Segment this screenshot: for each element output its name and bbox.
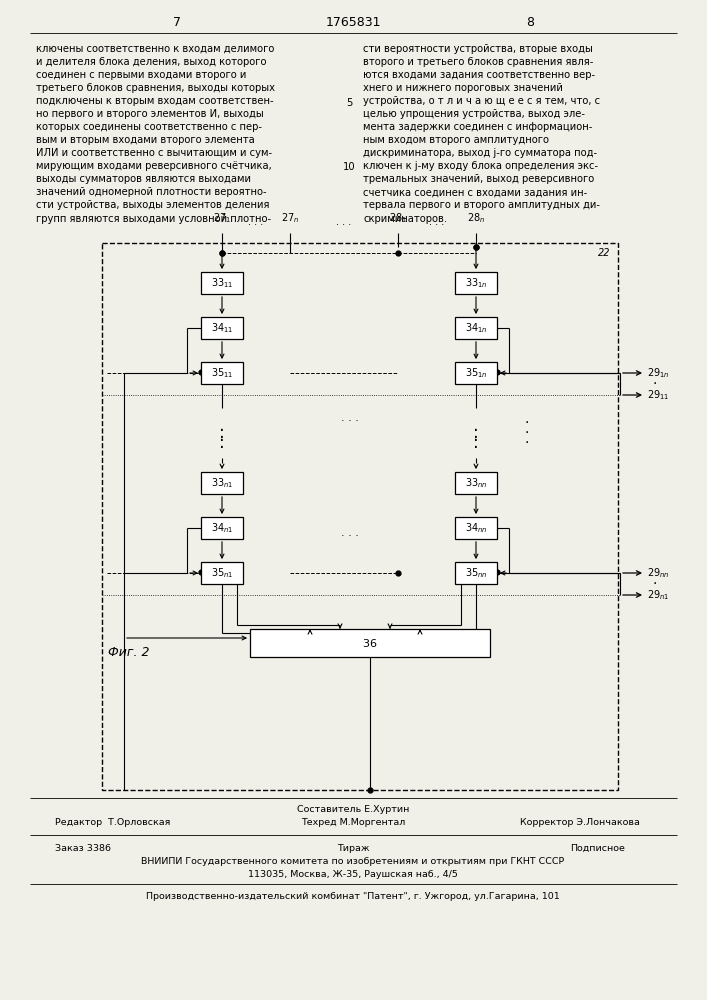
Text: :: : xyxy=(473,434,479,452)
Text: :: : xyxy=(219,434,225,452)
Text: . . .: . . . xyxy=(341,528,359,538)
Bar xyxy=(250,629,490,657)
Text: $34_{11}$: $34_{11}$ xyxy=(211,321,233,335)
Text: $36$: $36$ xyxy=(362,637,378,649)
Text: Производственно-издательский комбинат "Патент", г. Ужгород, ул.Гагарина, 101: Производственно-издательский комбинат "П… xyxy=(146,892,560,901)
Bar xyxy=(201,362,243,384)
Text: .: . xyxy=(525,422,529,436)
Bar xyxy=(455,362,497,384)
Text: Корректор Э.Лончакова: Корректор Э.Лончакова xyxy=(520,818,640,827)
Text: $29_{n1}$: $29_{n1}$ xyxy=(647,588,670,602)
Text: . . .: . . . xyxy=(341,413,359,423)
Text: сти вероятности устройства, вторые входы
второго и третьего блоков сравнения явл: сти вероятности устройства, вторые входы… xyxy=(363,44,600,224)
Bar xyxy=(455,472,497,494)
Text: :: : xyxy=(473,424,479,442)
Text: :: : xyxy=(219,424,225,442)
Text: $33_{n1}$: $33_{n1}$ xyxy=(211,476,233,490)
Text: $29_{11}$: $29_{11}$ xyxy=(647,388,670,402)
Text: 8: 8 xyxy=(526,15,534,28)
Text: . . .: . . . xyxy=(248,217,264,227)
Text: Фиг. 2: Фиг. 2 xyxy=(108,647,149,660)
Text: .: . xyxy=(525,412,529,426)
Text: Тираж: Тираж xyxy=(337,844,369,853)
Text: $34_{n1}$: $34_{n1}$ xyxy=(211,521,233,535)
Text: 5: 5 xyxy=(346,98,352,108)
Text: Техред М.Моргентал: Техред М.Моргентал xyxy=(300,818,405,827)
Bar xyxy=(201,562,243,584)
Text: . . .: . . . xyxy=(337,217,351,227)
Text: Заказ 3386: Заказ 3386 xyxy=(55,844,111,853)
Text: . . .: . . . xyxy=(429,217,445,227)
Bar xyxy=(201,317,243,339)
Text: .: . xyxy=(653,373,658,387)
Text: Подписное: Подписное xyxy=(570,844,625,853)
Text: .: . xyxy=(653,573,658,587)
Text: $35_{11}$: $35_{11}$ xyxy=(211,366,233,380)
Bar xyxy=(455,562,497,584)
Text: $29_{1n}$: $29_{1n}$ xyxy=(647,366,670,380)
Text: $33_{11}$: $33_{11}$ xyxy=(211,276,233,290)
Text: $28_n$: $28_n$ xyxy=(467,211,485,225)
Text: $27_n$: $27_n$ xyxy=(281,211,299,225)
Text: Составитель Е.Хуртин: Составитель Е.Хуртин xyxy=(297,805,409,814)
Text: 22: 22 xyxy=(597,248,610,258)
Text: $35_{n1}$: $35_{n1}$ xyxy=(211,566,233,580)
Text: $27_1$: $27_1$ xyxy=(213,211,231,225)
Bar xyxy=(201,272,243,294)
Bar xyxy=(455,317,497,339)
Bar xyxy=(201,472,243,494)
Text: $35_{nn}$: $35_{nn}$ xyxy=(464,566,487,580)
Bar xyxy=(455,517,497,539)
Text: 1765831: 1765831 xyxy=(325,15,381,28)
Text: $33_{nn}$: $33_{nn}$ xyxy=(464,476,487,490)
Text: $33_{1n}$: $33_{1n}$ xyxy=(464,276,487,290)
Text: Редактор  Т.Орловская: Редактор Т.Орловская xyxy=(55,818,170,827)
Bar xyxy=(455,272,497,294)
Text: .: . xyxy=(525,432,529,446)
Text: $35_{1n}$: $35_{1n}$ xyxy=(464,366,487,380)
Bar xyxy=(102,243,618,790)
Text: 10: 10 xyxy=(343,162,356,172)
Bar xyxy=(201,517,243,539)
Text: $34_{1n}$: $34_{1n}$ xyxy=(464,321,487,335)
Text: ключены соответственно к входам делимого
и делителя блока деления, выход которог: ключены соответственно к входам делимого… xyxy=(36,44,275,224)
Text: $34_{nn}$: $34_{nn}$ xyxy=(464,521,487,535)
Text: $29_{nn}$: $29_{nn}$ xyxy=(647,566,670,580)
Text: 113035, Москва, Ж-35, Раушская наб., 4/5: 113035, Москва, Ж-35, Раушская наб., 4/5 xyxy=(248,870,458,879)
Text: $28_1$: $28_1$ xyxy=(389,211,407,225)
Text: ВНИИПИ Государственного комитета по изобретениям и открытиям при ГКНТ СССР: ВНИИПИ Государственного комитета по изоб… xyxy=(141,857,565,866)
Text: 7: 7 xyxy=(173,15,181,28)
